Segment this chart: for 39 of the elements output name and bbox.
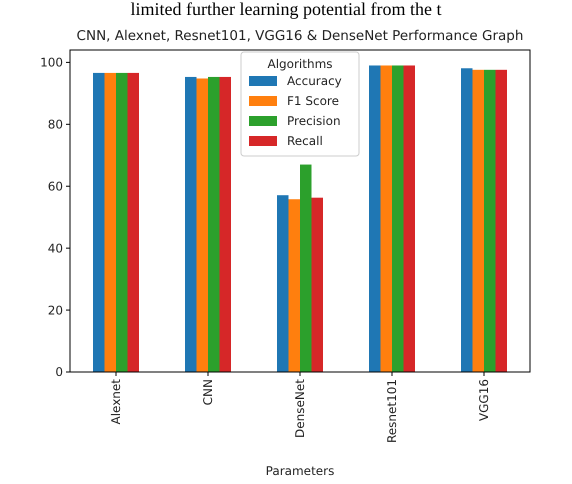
y-tick-label: 100 bbox=[40, 56, 63, 70]
y-tick-label: 0 bbox=[55, 365, 63, 380]
bar bbox=[185, 76, 196, 372]
bar bbox=[404, 65, 415, 372]
bar bbox=[220, 76, 231, 372]
bar bbox=[116, 72, 128, 372]
x-tick-label: Resnet101 bbox=[385, 379, 400, 444]
text: limited further learning potential from the t bbox=[130, 0, 442, 19]
bar bbox=[380, 65, 392, 372]
legend-label: Recall bbox=[287, 134, 323, 148]
legend-label: Precision bbox=[287, 114, 341, 128]
bar bbox=[461, 68, 472, 372]
bar bbox=[128, 72, 139, 372]
y-tick-label: 20 bbox=[48, 303, 63, 318]
x-tick-label: DenseNet bbox=[293, 378, 308, 438]
bar bbox=[472, 70, 484, 372]
legend-title: Algorithms bbox=[267, 57, 333, 71]
chart-title: CNN, Alexnet, Resnet101, VGG16 & DenseNet Performance Graph bbox=[76, 28, 524, 44]
legend-label: F1 Score bbox=[287, 94, 339, 108]
bar bbox=[277, 195, 288, 372]
y-tick-label: 80 bbox=[48, 118, 63, 132]
bar bbox=[300, 164, 312, 372]
x-axis-title: Parameters bbox=[266, 464, 334, 478]
bar bbox=[369, 65, 380, 372]
bar bbox=[93, 72, 104, 372]
bar bbox=[208, 76, 220, 372]
bar bbox=[312, 198, 323, 372]
bar bbox=[496, 70, 507, 372]
bar bbox=[392, 65, 404, 372]
legend-label: Accuracy bbox=[287, 74, 342, 88]
x-tick-label: VGG16 bbox=[477, 379, 492, 422]
y-tick-label: 40 bbox=[48, 241, 63, 256]
y-tick-label: 60 bbox=[48, 179, 63, 194]
bar bbox=[288, 199, 300, 372]
bar bbox=[196, 78, 208, 372]
x-tick-label: Alexnet bbox=[109, 378, 124, 425]
bar bbox=[104, 72, 116, 372]
x-tick-label: CNN bbox=[201, 379, 216, 406]
bar bbox=[484, 70, 496, 372]
